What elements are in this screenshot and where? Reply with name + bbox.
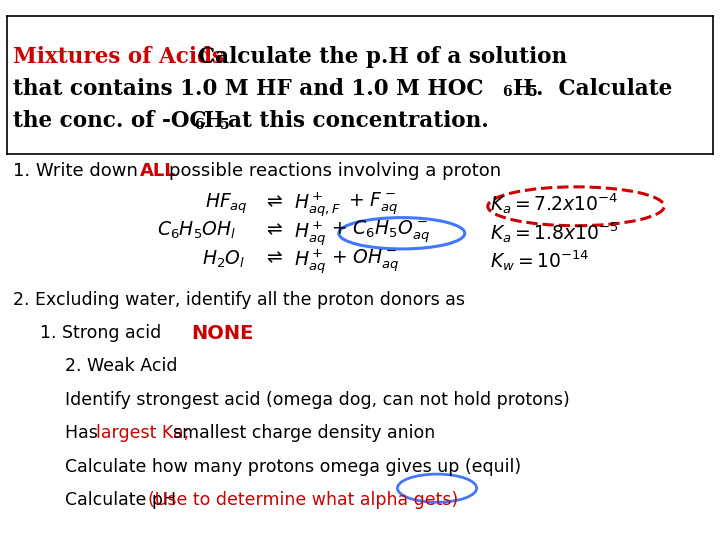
Text: 1. Strong acid: 1. Strong acid (40, 324, 161, 342)
Text: 2. Excluding water, identify all the proton donors as: 2. Excluding water, identify all the pro… (13, 291, 465, 308)
Text: Calculate pH: Calculate pH (65, 491, 181, 509)
Text: .  Calculate: . Calculate (536, 78, 672, 100)
Text: 6: 6 (503, 85, 512, 99)
Text: Calculate the p.H of a solution: Calculate the p.H of a solution (198, 46, 567, 68)
Text: $\mathit{K}_w = 10^{-14}$: $\mathit{K}_w = 10^{-14}$ (490, 248, 589, 273)
Text: $+\ \mathit{F}^-_{aq}$: $+\ \mathit{F}^-_{aq}$ (348, 191, 399, 217)
Text: 5: 5 (220, 118, 229, 132)
Text: Identify strongest acid (omega dog, can not hold protons): Identify strongest acid (omega dog, can … (65, 391, 570, 409)
Text: 6: 6 (194, 118, 203, 132)
Text: Calculate how many protons omega gives up (equil): Calculate how many protons omega gives u… (65, 458, 521, 476)
Text: Has: Has (65, 424, 103, 442)
Text: $+\ \mathit{C}_6\mathit{H}_5\mathit{O}^-_{aq}$: $+\ \mathit{C}_6\mathit{H}_5\mathit{O}^-… (331, 219, 431, 245)
Text: $\mathit{K}_a = 1.8\mathit{x}10^{-5}$: $\mathit{K}_a = 1.8\mathit{x}10^{-5}$ (490, 220, 618, 245)
Text: H: H (513, 78, 533, 100)
Text: $\mathit{H}^+_{aq,F}$: $\mathit{H}^+_{aq,F}$ (294, 191, 341, 219)
Text: $\mathit{C}_6\mathit{H}_5\mathit{OH}_l$: $\mathit{C}_6\mathit{H}_5\mathit{OH}_l$ (157, 220, 236, 241)
Text: $\mathit{H}^+_{aq}$: $\mathit{H}^+_{aq}$ (294, 247, 325, 276)
Text: $\mathit{HF}_{aq}$: $\mathit{HF}_{aq}$ (205, 192, 248, 216)
Text: $\mathit{K}_a = 7.2\mathit{x}10^{-4}$: $\mathit{K}_a = 7.2\mathit{x}10^{-4}$ (490, 192, 618, 217)
Text: $+\ \mathit{OH}^-_{aq}$: $+\ \mathit{OH}^-_{aq}$ (331, 247, 400, 274)
Text: $\rightleftharpoons$: $\rightleftharpoons$ (263, 248, 283, 267)
Text: 5: 5 (528, 85, 537, 99)
Text: NONE: NONE (191, 324, 253, 343)
Text: possible reactions involving a proton: possible reactions involving a proton (169, 162, 501, 180)
Text: $\rightleftharpoons$: $\rightleftharpoons$ (263, 192, 283, 211)
Text: 2. Weak Acid: 2. Weak Acid (65, 357, 177, 375)
Text: that contains 1.0 M HF and 1.0 M HOC: that contains 1.0 M HF and 1.0 M HOC (13, 78, 483, 100)
Text: $\mathit{H}_2\mathit{O}_l$: $\mathit{H}_2\mathit{O}_l$ (202, 248, 245, 269)
Text: at this concentration.: at this concentration. (228, 110, 488, 132)
Text: H: H (204, 110, 224, 132)
Text: $\rightleftharpoons$: $\rightleftharpoons$ (263, 220, 283, 239)
Text: the conc. of -OC: the conc. of -OC (13, 110, 207, 132)
Text: smallest charge density anion: smallest charge density anion (173, 424, 435, 442)
Text: (Use to determine what alpha gets): (Use to determine what alpha gets) (148, 491, 458, 509)
Text: largest Ka;: largest Ka; (96, 424, 189, 442)
Text: 1. Write down: 1. Write down (13, 162, 143, 180)
Text: $\mathit{H}^+_{aq}$: $\mathit{H}^+_{aq}$ (294, 219, 325, 247)
Text: ALL: ALL (140, 162, 177, 180)
Text: Mixtures of Acids: Mixtures of Acids (13, 46, 224, 68)
